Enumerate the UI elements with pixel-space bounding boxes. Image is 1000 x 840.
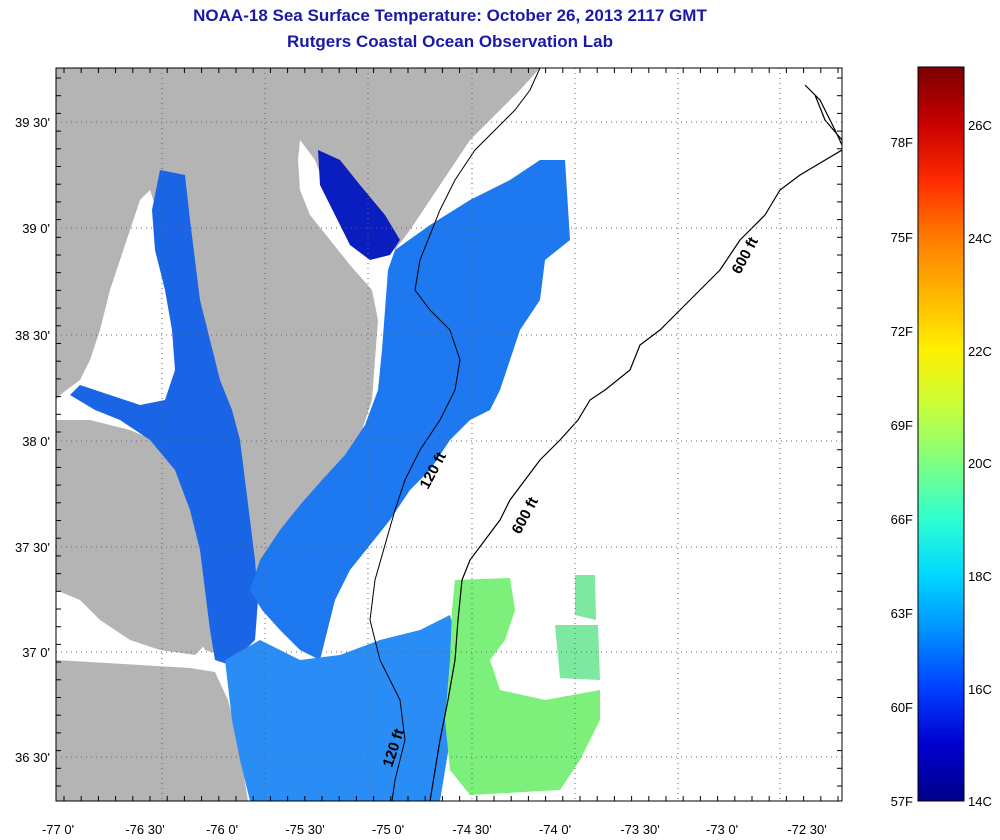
contour-600ft [429,84,842,801]
chart-subtitle: Rutgers Coastal Ocean Observation Lab [287,32,613,51]
colorbar-celsius-labels: 26C 24C 22C 20C 18C 16C 14C [968,118,992,809]
colorbar-c-label: 22C [968,344,992,359]
map-grid [56,68,842,801]
contour-120ft [369,68,541,801]
lon-tick-labels: -77 0' -76 30' -76 0' -75 30' -75 0' -74 30' -… [42,822,827,837]
lat-tick-label: 37 0' [22,645,50,660]
colorbar-f-label: 75F [891,230,913,245]
lat-tick-label: 39 30' [15,115,50,130]
warm-water-patch [445,578,600,795]
land-area-carolina [56,660,248,801]
lon-tick-label: -75 0' [372,822,404,837]
lat-tick-label: 38 0' [22,434,50,449]
lat-tick-label: 37 30' [15,540,50,555]
lon-tick-label: -75 30' [285,822,324,837]
lat-tick-labels: 39 30' 39 0' 38 30' 38 0' 37 30' 37 0' 36 30' [15,115,50,765]
lat-tick-label: 38 30' [15,328,50,343]
colorbar-c-label: 14C [968,794,992,809]
lat-tick-label: 39 0' [22,221,50,236]
colorbar-f-label: 57F [891,794,913,809]
map-ticks [56,68,842,801]
colorbar-c-label: 16C [968,682,992,697]
map-layers: 600 ft 120 ft 600 ft 120 ft [56,68,842,801]
colorbar-f-label: 60F [891,700,913,715]
warm-water-patch-east [555,575,600,680]
colorbar-f-label: 78F [891,135,913,150]
colorbar-f-label: 72F [891,324,913,339]
lat-tick-label: 36 30' [15,750,50,765]
lon-tick-label: -77 0' [42,822,74,837]
colorbar-f-label: 63F [891,606,913,621]
chesapeake-water [70,170,258,665]
colorbar-c-label: 24C [968,231,992,246]
map-border [55,67,843,802]
colorbar-f-label: 66F [891,512,913,527]
coastal-ocean-water [250,160,570,660]
lon-tick-label: -72 30' [787,822,826,837]
lon-tick-label: -74 30' [452,822,491,837]
colorbar-fahrenheit-labels: 78F 75F 72F 69F 66F 63F 60F 57F [891,135,913,809]
chart-title: NOAA-18 Sea Surface Temperature: October… [193,6,707,25]
colorbar-c-label: 18C [968,569,992,584]
lon-tick-label: -76 30' [125,822,164,837]
land-area-southwest [56,420,210,655]
colorbar-f-label: 69F [891,418,913,433]
lon-tick-label: -74 0' [539,822,571,837]
colorbar [917,66,965,802]
lon-tick-label: -76 0' [206,822,238,837]
lon-tick-label: -73 30' [620,822,659,837]
colorbar-c-label: 26C [968,118,992,133]
delaware-bay-water [318,150,400,260]
lon-tick-label: -73 0' [706,822,738,837]
colorbar-c-label: 20C [968,456,992,471]
